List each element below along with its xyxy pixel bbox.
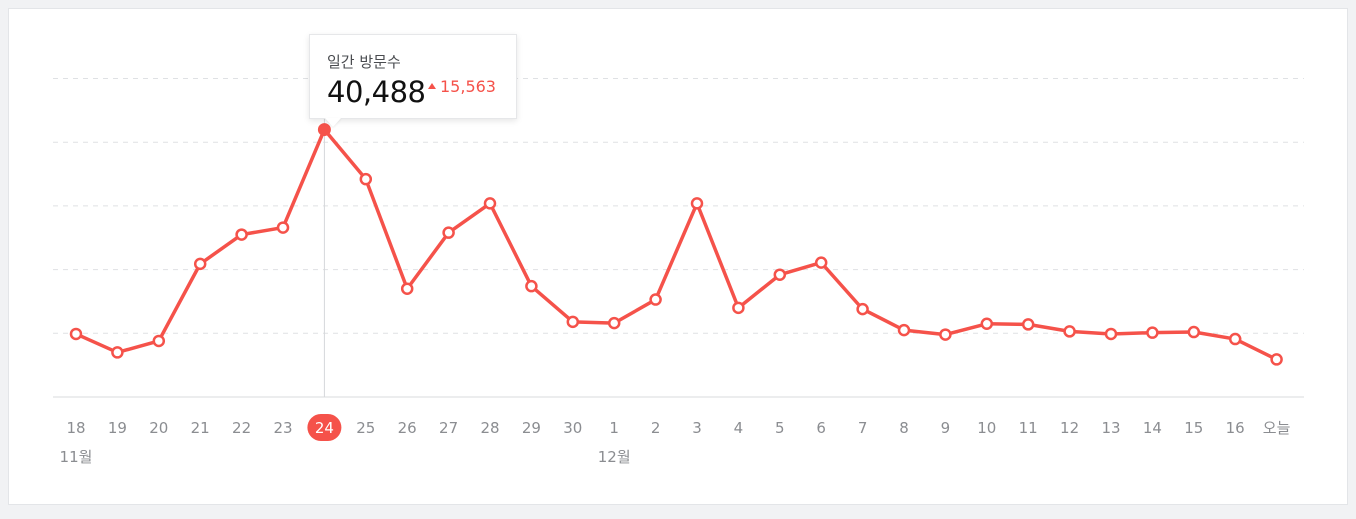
data-point	[939, 328, 952, 341]
x-tick-label: 21	[191, 419, 210, 437]
data-point	[1187, 325, 1201, 339]
x-tick-label: 28	[480, 419, 499, 437]
x-tick-label: 12	[1060, 419, 1079, 437]
data-point	[1228, 332, 1242, 346]
x-tick-label: 6	[816, 419, 826, 437]
data-point	[111, 346, 124, 359]
x-tick-label: 26	[398, 419, 417, 437]
data-point	[400, 282, 414, 295]
x-tick-label: 22	[232, 419, 251, 437]
x-tick-label: 1	[609, 419, 619, 437]
x-tick-label: 30	[563, 419, 582, 437]
data-point	[690, 197, 704, 210]
data-point	[69, 327, 83, 341]
tooltip-delta: 15,563	[428, 77, 496, 96]
data-point	[773, 268, 787, 281]
data-point	[856, 302, 869, 316]
x-tick-label: 4	[734, 419, 744, 437]
daily-visits-card: 18 19 20 21 22 23 24 25 26 27 28 29 30 1 2 3 4 5 6 7 8 9 10 11 1…	[8, 8, 1348, 505]
data-point	[1104, 327, 1118, 341]
data-point	[607, 316, 621, 330]
tooltip-delta-value: 15,563	[440, 77, 496, 96]
x-tick-label: 20	[149, 419, 168, 437]
data-point	[980, 317, 994, 331]
x-tick-label: 19	[108, 419, 127, 437]
x-tick-label: 24	[315, 419, 334, 437]
data-point	[897, 323, 911, 337]
data-point	[235, 228, 248, 241]
x-tick-label: 9	[941, 419, 951, 437]
data-point	[1021, 318, 1035, 331]
series-line	[74, 127, 1279, 362]
data-point	[1146, 326, 1159, 339]
data-point	[814, 256, 828, 269]
x-tick-label: 7	[858, 419, 868, 437]
selected-day-badge	[307, 414, 342, 441]
x-tick-label: 27	[439, 419, 458, 437]
chart-tooltip: 일간 방문수 40,488 15,563	[309, 34, 517, 119]
tooltip-pointer	[325, 118, 341, 127]
tooltip-value: 40,488	[327, 75, 426, 109]
x-tick-label: 13	[1101, 419, 1120, 437]
x-tick-label: 15	[1184, 419, 1203, 437]
data-point	[442, 226, 455, 239]
data-point	[152, 334, 166, 348]
x-tick-label: 14	[1143, 419, 1162, 437]
x-tick-label: 5	[775, 419, 785, 437]
x-tick-label: 16	[1226, 419, 1245, 437]
data-point	[525, 279, 538, 293]
x-tick-label: 2	[651, 419, 661, 437]
data-point	[566, 315, 580, 329]
tooltip-title: 일간 방문수	[327, 53, 401, 71]
x-tick-label: 3	[692, 419, 702, 437]
x-tick-label: 8	[899, 419, 909, 437]
data-point	[359, 172, 373, 186]
daily-visits-chart: 18 19 20 21 22 23 24 25 26 27 28 29 30 1 2 3 4 5 6 7 8 9 10 11 1…	[53, 78, 1304, 466]
x-tick-label: 29	[522, 419, 541, 437]
x-tick-label: 오늘	[1263, 419, 1291, 437]
month-label: 11월	[60, 448, 93, 466]
month-label: 12월	[598, 448, 631, 466]
data-point	[193, 257, 207, 271]
triangle-up-icon	[428, 83, 436, 89]
x-tick-label: 25	[356, 419, 375, 437]
x-tick-label: 11	[1019, 419, 1038, 437]
x-tick-label: 18	[66, 419, 85, 437]
data-point	[1063, 325, 1076, 338]
data-point	[276, 221, 290, 234]
data-point	[1270, 353, 1283, 366]
x-tick-label: 10	[977, 419, 996, 437]
data-point	[483, 197, 497, 210]
x-tick-label: 23	[273, 419, 292, 437]
data-point	[732, 301, 745, 315]
data-point	[649, 293, 662, 306]
